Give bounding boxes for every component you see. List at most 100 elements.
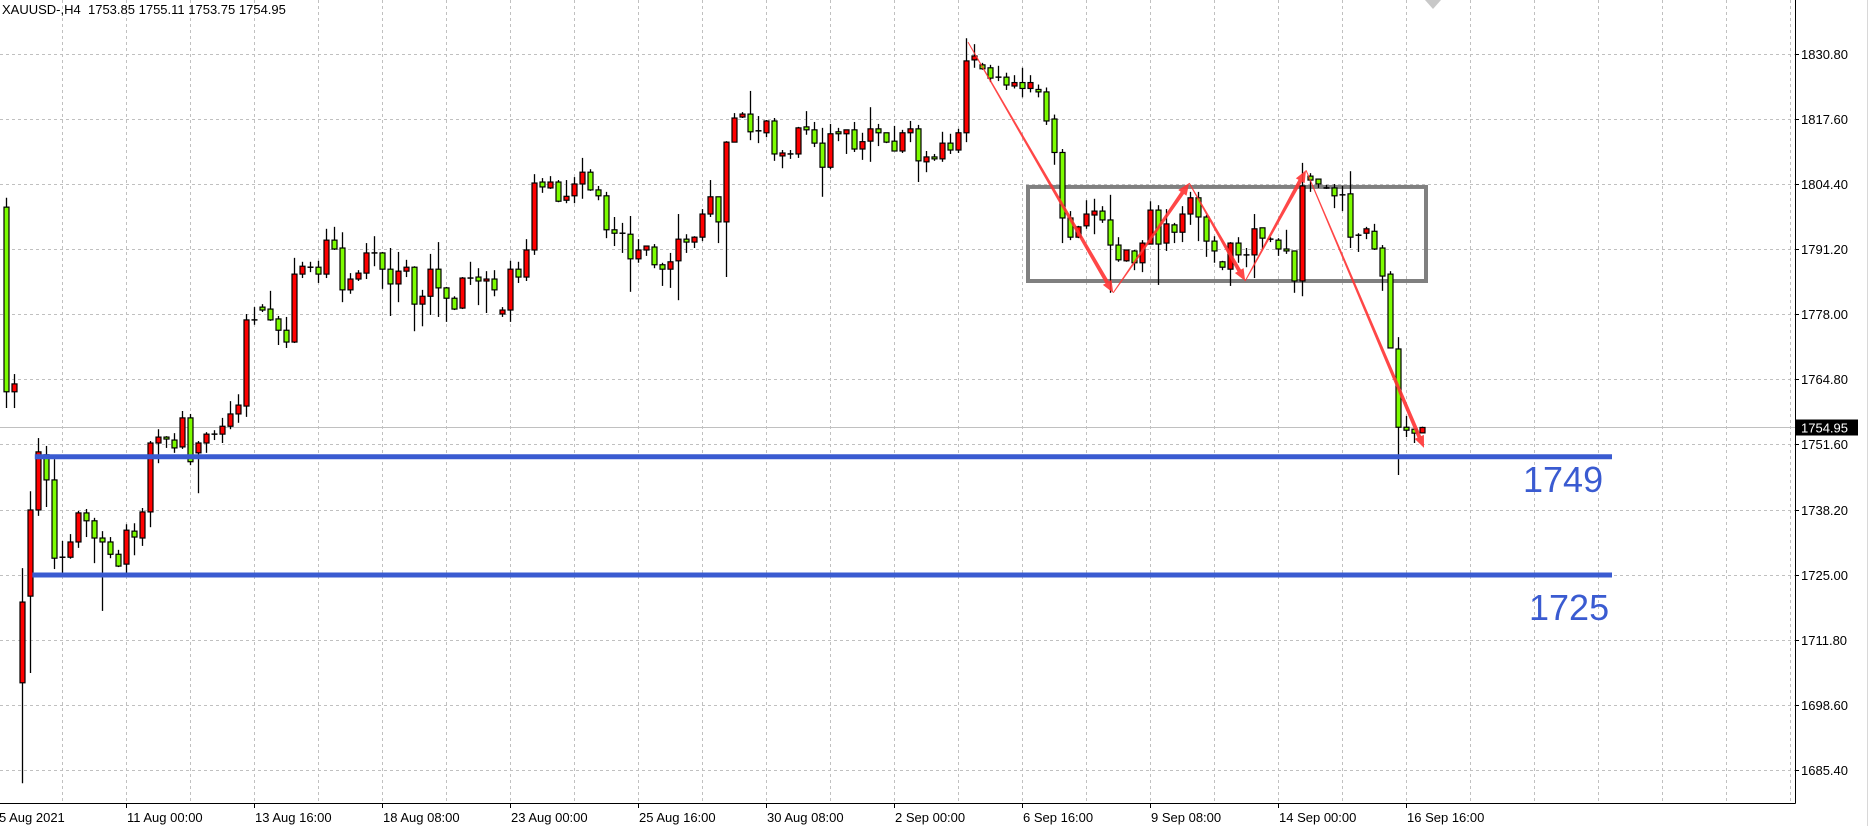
candle-body-bull [955,132,962,151]
candle-body-bull [699,213,706,238]
candle [219,417,226,443]
candle-body-bull [363,252,370,274]
candle-body-bull [907,128,914,134]
candle-body-bull [155,436,162,444]
candle [915,124,922,183]
candle [723,141,730,278]
candle [1251,214,1258,279]
candle-body-bear [611,229,618,234]
candle-body-bear [315,266,322,275]
candle [243,313,250,417]
price-tick-label: 1711.80 [1801,633,1847,648]
candle-body-bull [219,425,226,435]
candle-body-bear [259,306,266,311]
candle [1331,183,1338,209]
candle [931,153,938,161]
candle-body-bear [1107,219,1114,246]
candle-body-bear [1403,426,1410,431]
price-tick-label: 1764.80 [1801,372,1848,387]
candle [323,228,330,279]
candle [1083,200,1090,229]
level-label-1725: 1725 [1529,587,1610,628]
candle-body-bull [299,265,306,275]
candle-body-bull [67,541,74,558]
candle [203,432,210,453]
candle [1003,72,1010,90]
candle [955,128,962,153]
candle [795,126,802,158]
price-tick-label: 1817.60 [1801,112,1848,127]
candle-body-bear [267,308,274,321]
candle-body-bear [1203,216,1210,242]
candle [51,459,58,570]
candle-body-bear [627,233,634,260]
candle-body-bull [179,417,186,448]
candle [267,290,274,321]
candle [1243,248,1250,268]
candle [755,116,762,144]
candle [1291,250,1298,293]
candle-body-bear [875,128,882,134]
candle [987,64,994,83]
candle [595,185,602,201]
candle-body-bear [1315,178,1322,185]
candle [91,517,98,564]
candle [1187,191,1194,225]
candle-body-bull [1083,213,1090,227]
candle [1139,240,1146,273]
candle-body-bull [1187,197,1194,215]
candle-body-bear [1051,118,1058,154]
candle [363,243,370,280]
candle [67,534,74,559]
candle-body-bear [475,276,482,282]
candle-body-bear [1115,244,1122,261]
candle-body-bear [99,537,106,543]
candle [491,270,498,297]
time-tick-label: 6 Sep 16:00 [1023,810,1093,825]
candle-body-bear [1035,88,1042,93]
candle [235,394,242,423]
candle-body-bear [1371,230,1378,250]
candle-body-bull [35,451,42,511]
trend-arrow [1244,170,1306,282]
candle [1275,238,1282,256]
candle [763,119,770,138]
candle-body-bear [1275,239,1282,250]
time-tick-label: 14 Sep 00:00 [1279,810,1356,825]
candle-body-bear [3,206,10,393]
candle-body-bear [1099,210,1106,221]
candle [1051,114,1058,165]
candle-body-bull [859,141,866,150]
candle [211,430,218,441]
price-tick-label: 1698.60 [1801,698,1848,713]
candle-body-bear [811,129,818,144]
candle [83,508,90,538]
candle [1339,185,1346,212]
candle-body-bear [83,512,90,522]
candle-body-bear [1059,151,1066,219]
current-price-label: 1754.95 [1801,421,1848,436]
candle-body-bull [347,278,354,291]
current-price-box [1796,419,1858,436]
time-tick-label: 16 Sep 16:00 [1407,810,1484,825]
candle-body-bull [355,272,362,280]
candle [1315,178,1322,188]
candle-body-bull [723,141,730,223]
candle [1043,87,1050,125]
candle-body-bear [1171,224,1178,233]
candle [939,131,946,162]
grid [0,0,1795,803]
candle-body-bear [819,142,826,168]
candle [1371,223,1378,250]
trend-arrow [1112,183,1190,294]
candle [251,307,258,325]
candle [59,540,66,576]
candle [307,261,314,273]
candle [1419,426,1426,434]
trend-arrow [1188,182,1246,281]
candle [475,268,482,306]
candle [379,251,386,289]
candle [883,132,890,144]
candle [867,107,874,162]
